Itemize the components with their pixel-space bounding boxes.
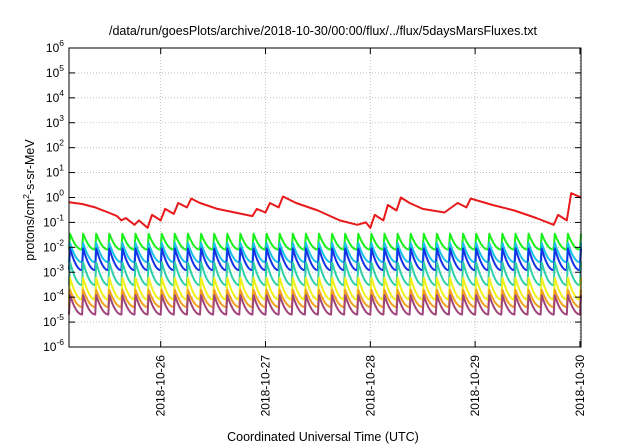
y-tick-label: 106 [46, 38, 64, 55]
y-axis-label: protons/cm2-s-sr-MeV [21, 139, 37, 261]
series-line [68, 232, 582, 251]
series-line [68, 241, 582, 264]
x-tick-label: 2018-10-27 [259, 355, 273, 417]
series-line [68, 192, 582, 229]
y-tick-label: 10-6 [43, 337, 64, 354]
series-line [68, 276, 582, 301]
series-line [68, 294, 582, 316]
x-tick-label: 2018-10-28 [363, 355, 377, 417]
x-tick-label: 2018-10-30 [573, 355, 587, 417]
x-tick-label: 2018-10-29 [468, 355, 482, 417]
y-tick-label: 101 [46, 163, 64, 180]
x-axis-label: Coordinated Universal Time (UTC) [227, 430, 419, 444]
y-tick-label: 10-5 [43, 312, 64, 329]
plot-frame [68, 47, 582, 348]
series-line [68, 247, 582, 272]
y-tick-label: 105 [46, 63, 64, 80]
y-tick-label: 10-4 [43, 287, 64, 304]
y-tick-label: 10-1 [43, 212, 64, 229]
y-tick-label: 103 [46, 113, 64, 130]
x-tick-label: 2018-10-26 [154, 355, 168, 417]
plot-border [68, 47, 582, 348]
y-tick-label: 10-2 [43, 237, 64, 254]
y-tick-label: 104 [46, 88, 64, 105]
series-line [68, 288, 582, 309]
y-tick-label: 102 [46, 138, 64, 155]
series-layer [68, 192, 582, 316]
y-tick-labels: 106 105 104 103 102 101 100 10-1 10-2 10-3 10-4 10-… [43, 38, 64, 354]
y-tick-label: 10-3 [43, 262, 64, 279]
chart-title: /data/run/goesPlots/archive/2018-10-30/0… [109, 24, 538, 38]
y-tick-label: 100 [46, 188, 64, 205]
x-tick-labels: 2018-10-26 2018-10-27 2018-10-28 2018-10-29… [154, 355, 587, 417]
series-line [68, 261, 582, 287]
